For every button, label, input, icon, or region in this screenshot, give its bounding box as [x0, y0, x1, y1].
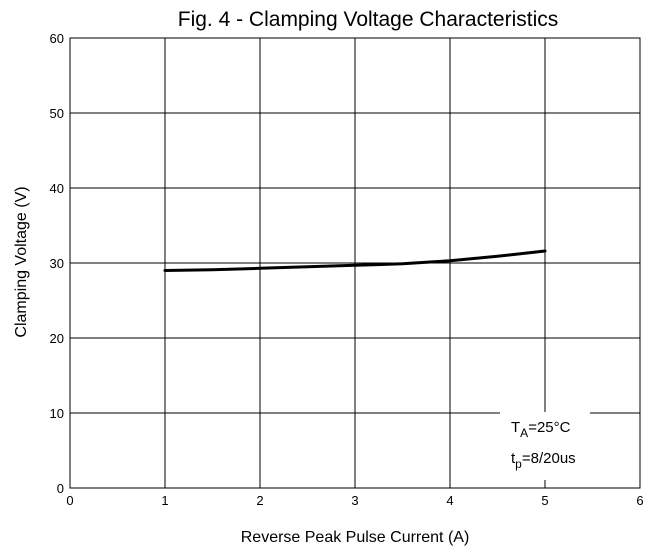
annotation-temperature-sub: A: [520, 426, 528, 440]
y-tick-label-6: 60: [50, 31, 64, 46]
annotation-pulse: tp=8/20us: [511, 450, 576, 471]
x-axis-label: Reverse Peak Pulse Current (A): [241, 529, 470, 546]
y-tick-label-3: 30: [50, 256, 64, 271]
annotation-temperature-main: T: [511, 419, 520, 436]
series-layer: [163, 249, 547, 272]
annotation-box: [500, 412, 590, 480]
y-tick-label-4: 40: [50, 181, 64, 196]
y-tick-label-5: 50: [50, 106, 64, 121]
y-tick-labels: 0 10 20 30 40 50 60: [50, 31, 64, 496]
chart-title: Fig. 4 - Clamping Voltage Characteristic…: [178, 8, 559, 31]
x-tick-label-0: 0: [66, 493, 73, 508]
annotation-pulse-main: t: [511, 450, 516, 467]
annotation-temperature: TA=25°C: [511, 419, 571, 440]
x-tick-labels: 0 1 2 3 4 5 6: [66, 493, 643, 508]
x-tick-label-2: 2: [256, 493, 263, 508]
x-tick-label-5: 5: [541, 493, 548, 508]
y-tick-label-2: 20: [50, 331, 64, 346]
plot-frame: [69, 37, 641, 489]
x-tick-label-4: 4: [446, 493, 453, 508]
x-tick-label-1: 1: [161, 493, 168, 508]
x-tick-label-6: 6: [636, 493, 643, 508]
x-tick-label-3: 3: [351, 493, 358, 508]
annotation-pulse-value: =8/20us: [522, 450, 576, 467]
series-line-0: [163, 249, 547, 272]
y-tick-label-0: 0: [57, 481, 64, 496]
y-tick-label-1: 10: [50, 406, 64, 421]
y-axis-label: Clamping Voltage (V): [13, 186, 30, 337]
annotation-pulse-sub: p: [515, 457, 522, 471]
annotation-temperature-value: =25°C: [528, 419, 570, 436]
